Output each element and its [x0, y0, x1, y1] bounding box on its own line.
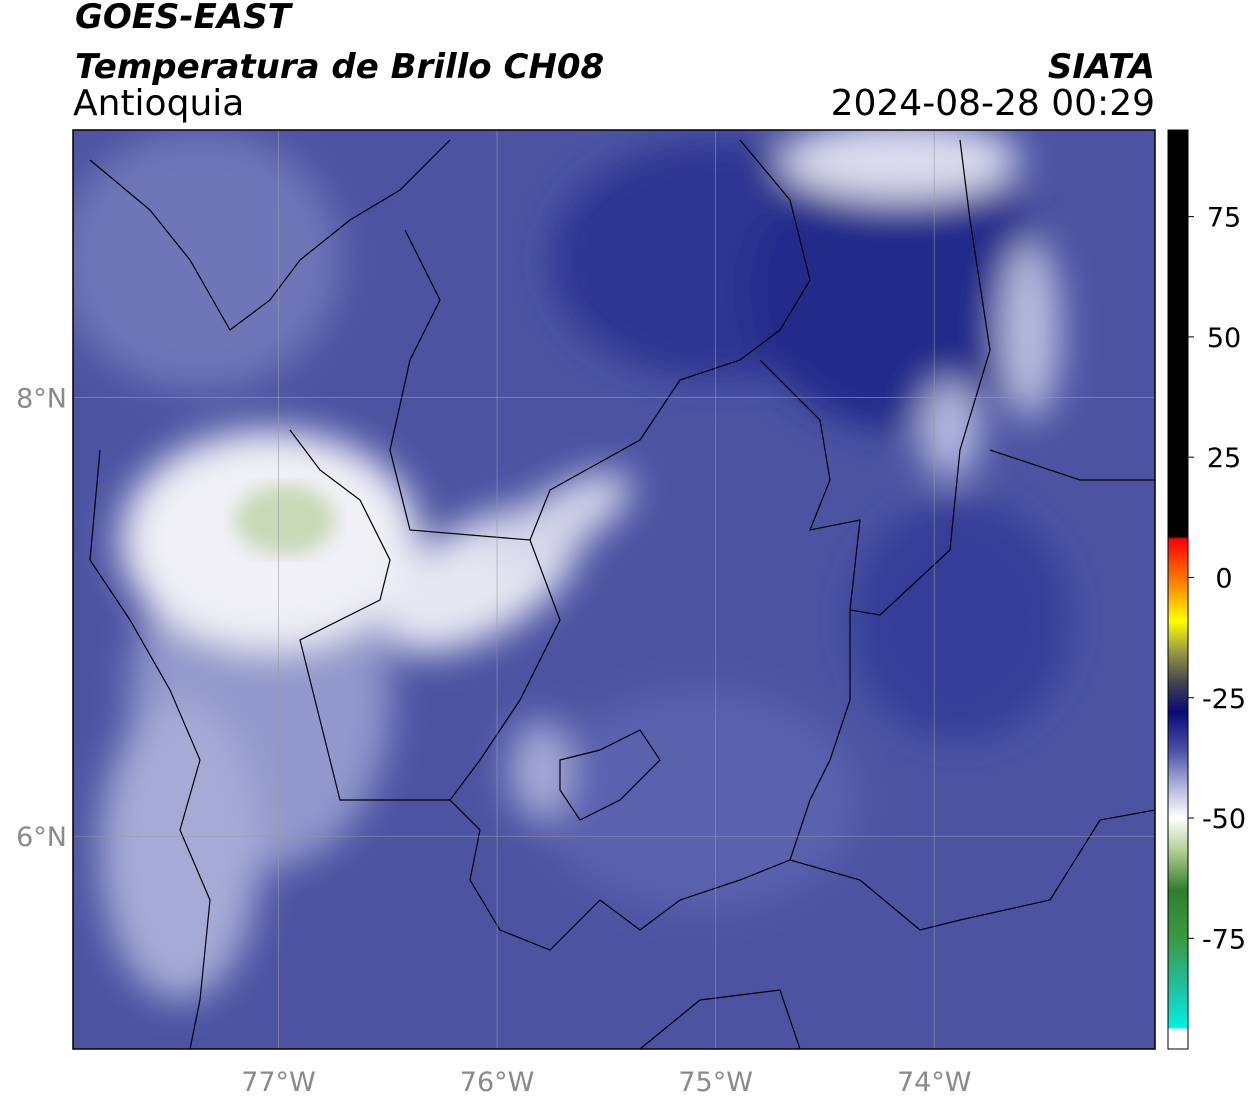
- datetime: 2024-08-28 00:29: [831, 83, 1155, 124]
- x-tick-label: 75°W: [678, 1067, 753, 1098]
- source: SIATA: [1048, 47, 1155, 87]
- subtitle: Temperatura de Brillo CH08: [75, 47, 604, 87]
- region: Antioquia: [73, 83, 244, 124]
- colorbar-tick-label: -25: [1202, 684, 1246, 715]
- colorbar-tick-label: 50: [1207, 323, 1241, 354]
- colorbar: -75 -50 -25 0 25 50 75: [1167, 129, 1246, 1050]
- gridlines: [73, 130, 1155, 1049]
- map-frame: [72, 129, 1156, 1050]
- borders: [89, 139, 1155, 1049]
- colorbar-tick-label: 75: [1207, 203, 1241, 234]
- x-tick-label: 76°W: [460, 1067, 535, 1098]
- colorbar-scale: [1167, 129, 1189, 1050]
- map-image: [73, 130, 1155, 1049]
- colorbar-tick-label: -75: [1202, 924, 1246, 955]
- colorbar-tick-label: -50: [1202, 804, 1246, 835]
- y-tick-label: 6°N: [16, 822, 67, 853]
- title: GOES-EAST: [75, 0, 294, 37]
- y-tick-label: 8°N: [16, 384, 67, 415]
- colorbar-tick-label: 0: [1215, 563, 1232, 594]
- colorbar-tick-label: 25: [1207, 443, 1241, 474]
- x-tick-label: 74°W: [897, 1067, 972, 1098]
- x-tick-label: 77°W: [241, 1067, 316, 1098]
